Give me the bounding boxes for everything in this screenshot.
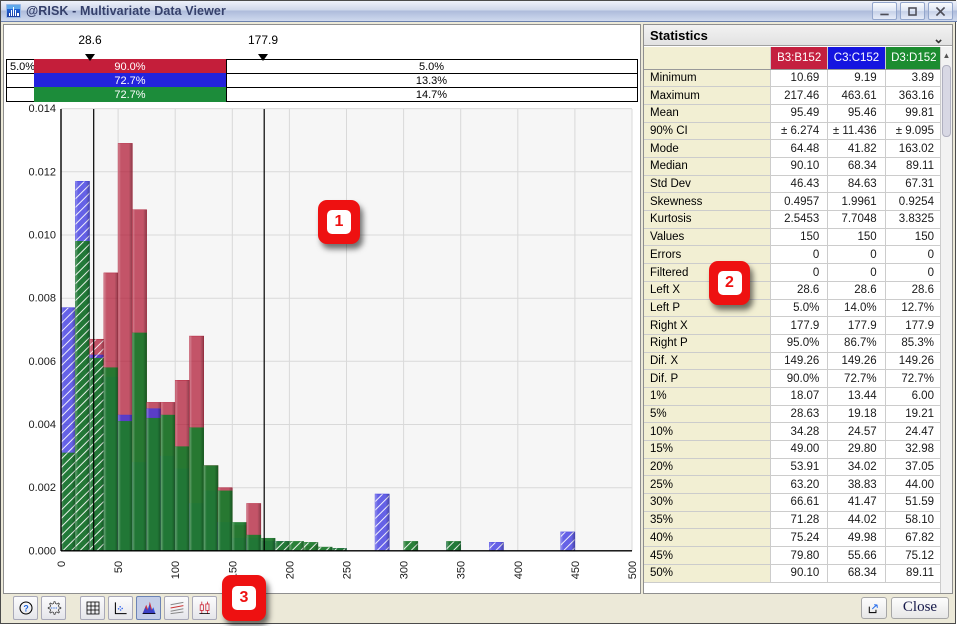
svg-text:?: ? — [23, 603, 28, 613]
